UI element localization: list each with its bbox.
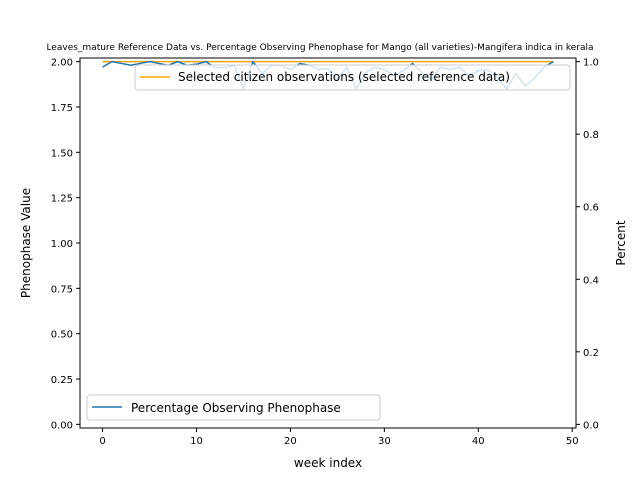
legend-reference: Selected citizen observations (selected … xyxy=(134,64,571,91)
x-tick-label: 0 xyxy=(99,436,105,447)
y-left-tick-label: 1.50 xyxy=(51,148,73,159)
legend-percent: Percentage Observing Phenophase xyxy=(86,394,381,421)
x-tick-label: 20 xyxy=(284,436,297,447)
y-right-tick-label: 1.0 xyxy=(583,58,599,69)
y-left-tick-label: 1.25 xyxy=(51,194,73,205)
y-axis-left: 0.00 0.25 0.50 0.75 1.00 1.25 1.50 1.75 2.00 xyxy=(51,58,80,431)
legend-percent-label: Percentage Observing Phenophase xyxy=(131,401,341,415)
y-left-tick-label: 1.00 xyxy=(51,239,73,250)
y-axis-left-label: Phenophase Value xyxy=(19,188,33,298)
y-right-tick-label: 0.8 xyxy=(583,130,599,141)
x-tick-label: 10 xyxy=(190,436,203,447)
x-tick-label: 40 xyxy=(472,436,485,447)
y-left-tick-label: 2.00 xyxy=(51,58,73,69)
y-axis-right: 0.0 0.2 0.4 0.6 0.8 1.0 xyxy=(576,58,599,431)
plot-frame xyxy=(79,57,577,429)
y-right-tick-label: 0.6 xyxy=(583,203,599,214)
y-right-tick-label: 0.4 xyxy=(583,275,599,286)
y-left-tick-label: 0.00 xyxy=(51,420,73,431)
legend-percent-box xyxy=(86,394,381,421)
x-axis-label: week index xyxy=(294,456,362,470)
y-left-tick-label: 0.25 xyxy=(51,375,73,386)
x-tick-label: 30 xyxy=(378,436,391,447)
y-left-tick-label: 0.75 xyxy=(51,284,73,295)
y-right-tick-label: 0.2 xyxy=(583,348,599,359)
chart-title: Leaves_mature Reference Data vs. Percent… xyxy=(46,43,593,53)
legend-reference-box xyxy=(134,64,571,91)
legend-reference-label: Selected citizen observations (selected … xyxy=(178,70,510,84)
x-tick-label: 50 xyxy=(566,436,579,447)
y-right-tick-label: 0.0 xyxy=(583,420,599,431)
y-left-tick-label: 0.50 xyxy=(51,330,73,341)
x-axis: 0 10 20 30 40 50 xyxy=(99,428,579,447)
y-left-tick-label: 1.75 xyxy=(51,103,73,114)
y-axis-right-label: Percent xyxy=(614,220,628,265)
